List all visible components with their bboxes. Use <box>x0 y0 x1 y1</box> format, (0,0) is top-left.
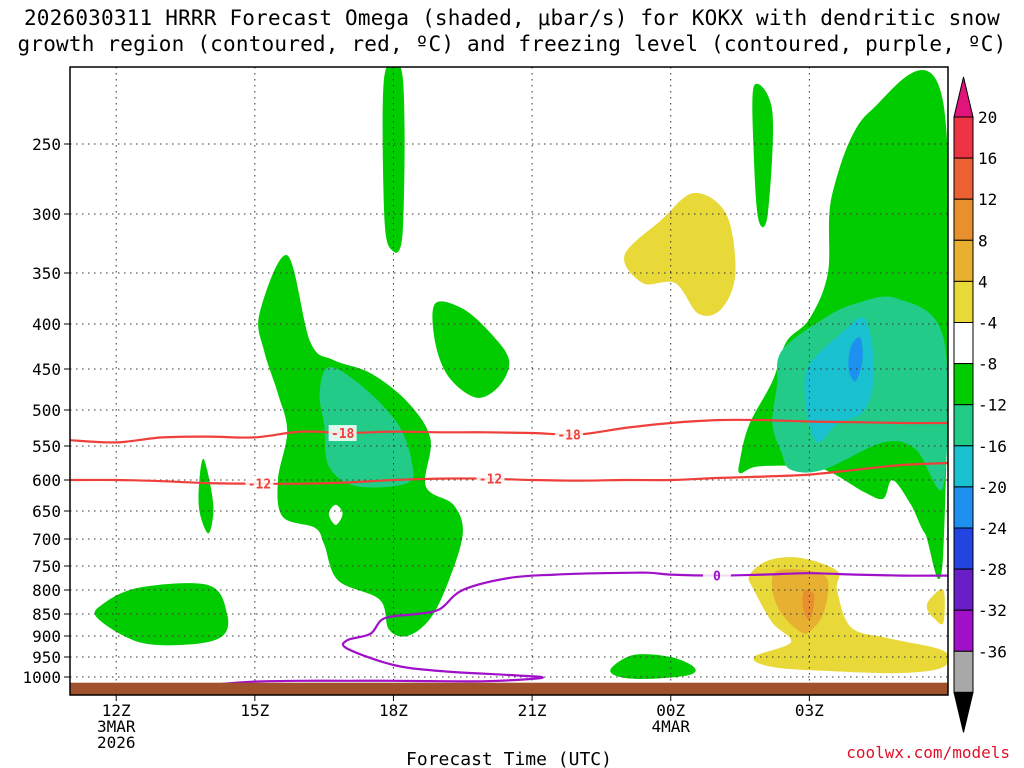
contour-label-background <box>555 426 584 443</box>
contour-label-background <box>702 567 731 584</box>
colorbar-swatch <box>953 322 974 365</box>
plot-frame <box>69 66 949 696</box>
colorbar-label: -32 <box>978 601 1007 620</box>
colorbar-label: -12 <box>978 396 1007 415</box>
contour-label: -12 <box>479 473 502 488</box>
omega-shaded-region <box>328 504 343 525</box>
omega-shaded-region <box>802 589 815 620</box>
omega-shaded-region <box>752 83 774 228</box>
y-tick-label: 400 <box>32 315 61 334</box>
colorbar-swatch <box>953 116 974 159</box>
y-tick-label: 700 <box>32 530 61 549</box>
omega-shaded-region <box>771 568 829 634</box>
x-tick-label: 2026 <box>97 733 136 752</box>
omega-shaded-region <box>432 301 510 398</box>
omega-shaded-region <box>926 589 945 625</box>
y-tick-label: 650 <box>32 502 61 521</box>
colorbar-swatch <box>953 363 974 406</box>
terrain-band <box>70 682 948 695</box>
y-tick-label: 350 <box>32 264 61 283</box>
omega-shaded-region <box>848 337 863 382</box>
contour-label-background <box>245 475 274 492</box>
colorbar: 20 16 12 8 4 -4 -8 -12 -16 -20 -24 -28 -32 -36 <box>953 76 1007 733</box>
contour-label-background <box>476 470 505 487</box>
contour-label: 0 <box>713 570 721 585</box>
colorbar-swatch <box>953 404 974 447</box>
colorbar-top-arrow <box>953 76 974 118</box>
colorbar-label: 16 <box>978 149 997 168</box>
colorbar-label: -28 <box>978 560 1007 579</box>
colorbar-label: 8 <box>978 231 988 250</box>
chart-title-line-1: 2026030311 HRRR Forecast Omega (shaded, … <box>23 6 1001 30</box>
omega-shaded-region <box>610 654 696 679</box>
x-tick-label: 21Z <box>518 701 547 720</box>
x-tick-label: 3MAR <box>97 717 136 736</box>
x-tick-label: 15Z <box>240 701 269 720</box>
colorbar-label: -4 <box>978 314 997 333</box>
credit-link[interactable]: coolwx.com/models <box>846 743 1010 762</box>
colorbar-swatch <box>953 650 974 693</box>
omega-shaded-region <box>198 458 214 534</box>
y-tick-label: 1000 <box>22 668 61 687</box>
y-tick-label: 550 <box>32 437 61 456</box>
x-tick-label: 4MAR <box>651 717 690 736</box>
x-tick-label: 03Z <box>795 701 824 720</box>
colorbar-label: -8 <box>978 355 997 374</box>
colorbar-label: -20 <box>978 478 1007 497</box>
x-axis-title: Forecast Time (UTC) <box>406 749 612 768</box>
colorbar-label: -36 <box>978 642 1007 661</box>
x-tick-label: 18Z <box>379 701 408 720</box>
colorbar-swatch <box>953 609 974 652</box>
omega-shaded-region <box>319 367 414 488</box>
y-tick-label: 850 <box>32 605 61 624</box>
colorbar-swatch <box>953 486 974 529</box>
omega-shaded-region <box>624 192 736 316</box>
y-tick-label: 900 <box>32 627 61 646</box>
y-tick-label: 450 <box>32 360 61 379</box>
colorbar-swatch <box>953 239 974 282</box>
y-tick-label: 250 <box>32 135 61 154</box>
colorbar-bottom-arrow <box>953 691 974 733</box>
y-tick-label: 500 <box>32 401 61 420</box>
colorbar-label: 20 <box>978 108 997 127</box>
colorbar-swatch <box>953 198 974 241</box>
contour-line <box>70 418 948 444</box>
contour-line <box>70 461 948 485</box>
omega-shaded-region <box>382 67 405 253</box>
contour-label: -18 <box>557 428 581 443</box>
y-tick-label: 600 <box>32 471 61 490</box>
y-tick-label: 950 <box>32 648 61 667</box>
colorbar-swatch <box>953 445 974 488</box>
y-tick-label: 750 <box>32 557 61 576</box>
colorbar-label: 12 <box>978 190 997 209</box>
colorbar-label: -24 <box>978 519 1007 538</box>
x-tick-label: 00Z <box>656 701 685 720</box>
colorbar-swatch <box>953 568 974 611</box>
chart-title-line-2: growth region (contoured, red, ºC) and f… <box>17 32 1007 56</box>
colorbar-swatch <box>953 527 974 570</box>
x-tick-label: 12Z <box>102 701 131 720</box>
contour-label: -18 <box>331 427 355 442</box>
colorbar-swatch <box>953 280 974 323</box>
contour-label-background <box>328 425 357 442</box>
contour-label: -12 <box>248 478 271 493</box>
y-tick-label: 800 <box>32 581 61 600</box>
y-tick-label: 300 <box>32 205 61 224</box>
colorbar-label: -16 <box>978 437 1007 456</box>
colorbar-label: 4 <box>978 272 988 291</box>
colorbar-swatch <box>953 157 974 200</box>
